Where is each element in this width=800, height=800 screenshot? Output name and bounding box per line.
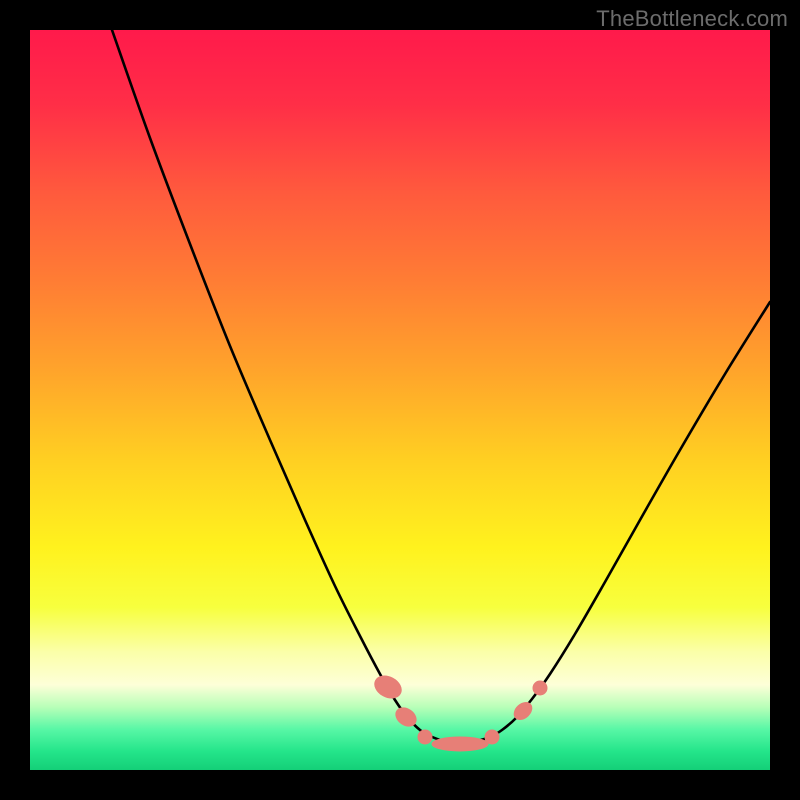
plot-svg	[30, 30, 770, 770]
curve-marker	[533, 681, 547, 695]
curve-marker	[485, 730, 499, 744]
plot-background	[30, 30, 770, 770]
curve-marker	[432, 737, 488, 751]
chart-frame: TheBottleneck.com	[0, 0, 800, 800]
curve-marker	[418, 730, 432, 744]
plot-area	[30, 30, 770, 770]
watermark-text: TheBottleneck.com	[596, 6, 788, 32]
